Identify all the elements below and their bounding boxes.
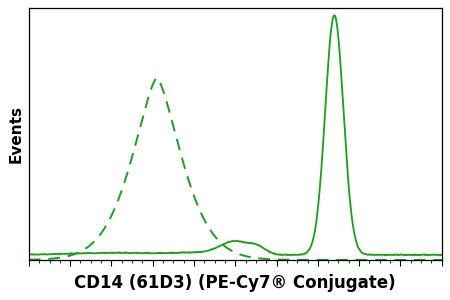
X-axis label: CD14 (61D3) (PE-Cy7® Conjugate): CD14 (61D3) (PE-Cy7® Conjugate) <box>74 274 396 292</box>
Y-axis label: Events: Events <box>9 105 23 163</box>
